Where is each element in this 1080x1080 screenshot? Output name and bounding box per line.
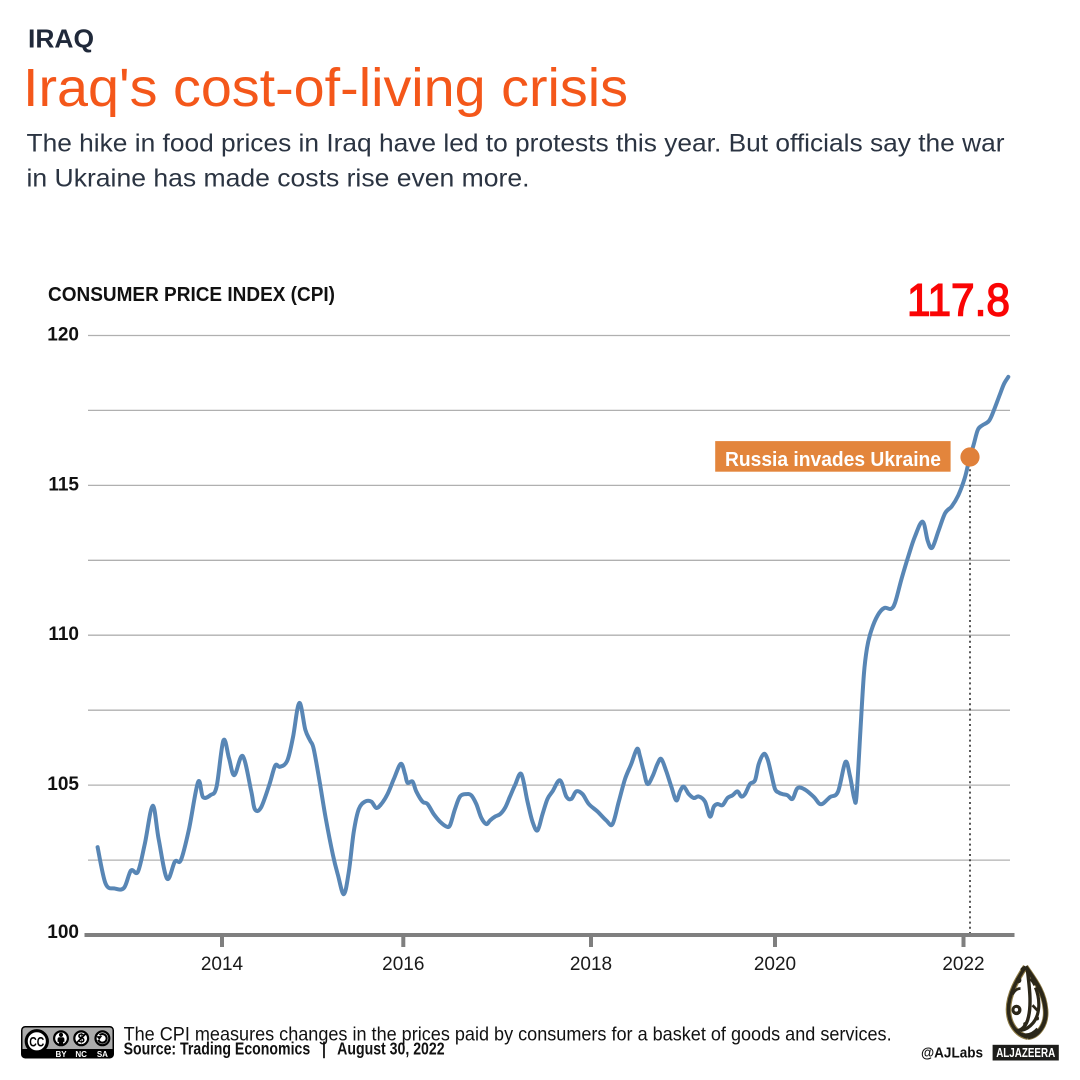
- svg-text:2018: 2018: [570, 954, 612, 975]
- svg-text:The CPI measures changes in th: The CPI measures changes in the prices p…: [124, 1024, 892, 1046]
- svg-text:@AJLabs: @AJLabs: [921, 1046, 983, 1062]
- svg-text:Iraq's cost-of-living crisis: Iraq's cost-of-living crisis: [23, 59, 628, 118]
- svg-text:CC: CC: [29, 1033, 44, 1049]
- svg-text:NC: NC: [75, 1050, 87, 1059]
- svg-text:2020: 2020: [754, 954, 796, 975]
- svg-text:115: 115: [48, 474, 79, 495]
- svg-text:SA: SA: [97, 1050, 108, 1059]
- svg-text:The hike in food prices in Ira: The hike in food prices in Iraq have led…: [27, 130, 1005, 158]
- svg-text:2016: 2016: [382, 954, 424, 975]
- svg-text:2014: 2014: [201, 954, 244, 975]
- svg-text:120: 120: [47, 325, 79, 346]
- svg-text:105: 105: [47, 774, 79, 795]
- svg-text:CONSUMER PRICE INDEX (CPI): CONSUMER PRICE INDEX (CPI): [48, 283, 335, 306]
- svg-text:110: 110: [48, 624, 79, 645]
- svg-text:in Ukraine has made costs rise: in Ukraine has made costs rise even more…: [27, 165, 530, 193]
- svg-text:BY: BY: [55, 1050, 67, 1059]
- svg-text:2022: 2022: [942, 954, 984, 975]
- svg-text:100: 100: [47, 922, 79, 943]
- svg-text:IRAQ: IRAQ: [28, 24, 94, 54]
- svg-text:Source: Trading Economics |: Source: Trading Economics | August 30, 2…: [124, 1039, 445, 1059]
- svg-text:ALJAZEERA: ALJAZEERA: [996, 1046, 1055, 1060]
- svg-text:Russia invades Ukraine: Russia invades Ukraine: [725, 448, 941, 471]
- svg-text:117.8: 117.8: [907, 275, 1010, 326]
